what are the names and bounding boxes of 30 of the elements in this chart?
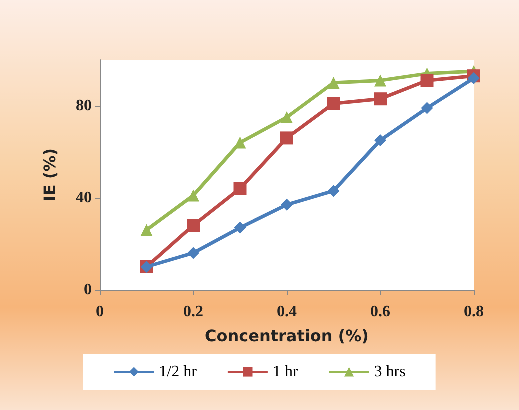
point — [140, 224, 153, 236]
y-tick-label: 0 — [84, 282, 92, 298]
point — [374, 134, 386, 146]
legend-label: 3 hrs — [374, 364, 406, 380]
x-tick-label: 0.6 — [370, 304, 390, 320]
legend-label: 1/2 hr — [159, 364, 198, 380]
x-tick-label: 0.4 — [277, 304, 297, 320]
point — [374, 74, 386, 87]
point — [328, 185, 340, 198]
point — [280, 132, 294, 145]
x-tick-label: 0.2 — [184, 304, 204, 320]
point — [374, 92, 387, 106]
point — [421, 102, 434, 114]
point — [327, 97, 340, 110]
point — [328, 77, 340, 89]
x-axis-title: Concentration (%) — [205, 326, 369, 346]
point — [234, 182, 247, 196]
y-tick-label: 80 — [76, 98, 92, 114]
point — [281, 198, 293, 211]
y-axis-title: IE (%) — [40, 148, 60, 202]
point — [188, 190, 200, 202]
x-tick-label: 0 — [96, 304, 104, 320]
y-tick-label: 40 — [76, 190, 92, 206]
x-tick-label: 0.8 — [464, 304, 484, 320]
point — [281, 112, 293, 124]
point — [234, 222, 246, 234]
legend-label: 1 hr — [272, 364, 299, 380]
point — [187, 219, 200, 232]
point — [188, 247, 200, 260]
point — [420, 74, 434, 88]
